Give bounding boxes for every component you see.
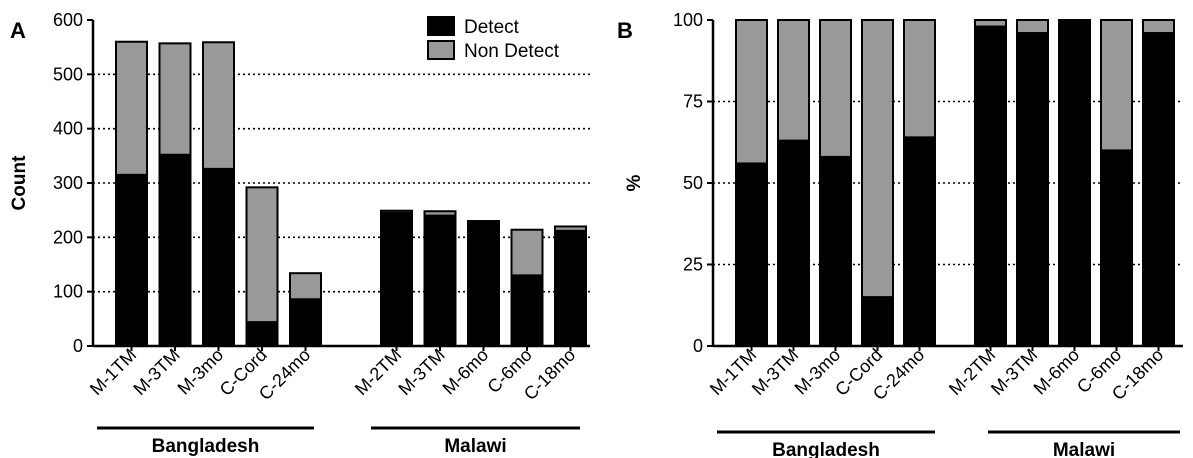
- legend: Detect Non Detect: [427, 16, 560, 62]
- bar-detect: [245, 321, 279, 347]
- y-tick-label: 600: [53, 10, 83, 30]
- bar-detect: [861, 296, 894, 348]
- bar-non-detect: [735, 19, 768, 165]
- group-label: Malawi: [444, 436, 506, 457]
- bar-detect: [423, 214, 457, 347]
- bar-detect: [510, 274, 544, 347]
- bar-non-detect: [380, 209, 413, 214]
- bar-non-detect: [289, 272, 322, 301]
- x-tick-label: M-2TM: [945, 345, 999, 399]
- y-tick-label: 300: [53, 173, 83, 193]
- bar-non-detect: [510, 228, 544, 277]
- bar-detect: [1058, 19, 1091, 347]
- bar-detect: [158, 153, 192, 347]
- x-tick-label: M-3TM: [987, 345, 1041, 399]
- bar-detect: [380, 211, 413, 347]
- y-tick-label: 500: [53, 64, 83, 84]
- x-tick-label: M-2TM: [351, 345, 405, 399]
- y-tick-label: 0: [693, 336, 703, 356]
- legend-swatch: [427, 16, 455, 36]
- group-label: Malawi: [1053, 440, 1115, 458]
- y-tick-label: 25: [683, 255, 703, 275]
- bar-detect: [974, 25, 1007, 348]
- y-tick-label: 400: [53, 119, 83, 139]
- y-tick-label: 50: [683, 173, 703, 193]
- x-tick-label: M-3TM: [394, 345, 448, 399]
- bar-non-detect: [974, 19, 1007, 28]
- bar-non-detect: [903, 19, 936, 139]
- y-axis-title: Count: [9, 155, 30, 211]
- bar-detect: [289, 298, 322, 348]
- group-label: Bangladesh: [152, 436, 260, 457]
- bar-non-detect: [245, 186, 279, 324]
- bar-non-detect: [115, 40, 148, 176]
- bar-non-detect: [1142, 19, 1175, 35]
- x-tick-label: M-3TM: [748, 345, 802, 399]
- legend-swatch: [427, 40, 455, 60]
- bar-non-detect: [554, 225, 587, 232]
- x-tick-label: M-3TM: [129, 345, 183, 399]
- panel-letter: B: [617, 18, 633, 43]
- bar-non-detect: [1016, 19, 1049, 35]
- bar-detect: [554, 229, 587, 348]
- y-tick-label: 200: [53, 227, 83, 247]
- bar-non-detect: [819, 19, 852, 158]
- bar-detect: [903, 136, 936, 347]
- y-tick-label: 100: [673, 10, 703, 30]
- y-tick-label: 100: [53, 282, 83, 302]
- legend-label: Detect: [464, 17, 520, 38]
- bar-detect: [777, 139, 810, 347]
- x-tick-label: M-6mo: [1030, 345, 1084, 399]
- bar-detect: [467, 220, 500, 348]
- bar-non-detect: [1100, 19, 1133, 152]
- y-axis-title: %: [624, 174, 645, 191]
- group-label: Bangladesh: [772, 440, 880, 458]
- bar-non-detect: [202, 41, 235, 170]
- y-tick-label: 0: [73, 336, 83, 356]
- y-tick-label: 75: [683, 92, 703, 112]
- bar-detect: [819, 155, 852, 347]
- x-tick-label: M-1TM: [706, 345, 760, 399]
- bar-detect: [115, 173, 148, 347]
- x-tick-label: M-6mo: [439, 345, 493, 399]
- panel-letter: A: [10, 18, 26, 43]
- bar-non-detect: [777, 19, 810, 142]
- bar-non-detect: [861, 19, 894, 299]
- x-tick-label: M-1TM: [86, 345, 140, 399]
- bar-non-detect: [158, 42, 192, 156]
- bar-detect: [1100, 149, 1133, 347]
- bar-non-detect: [423, 210, 457, 217]
- bar-detect: [202, 167, 235, 347]
- bar-detect: [1016, 32, 1049, 347]
- bar-detect: [1142, 32, 1175, 347]
- legend-label: Non Detect: [464, 41, 560, 62]
- bar-detect: [735, 162, 768, 347]
